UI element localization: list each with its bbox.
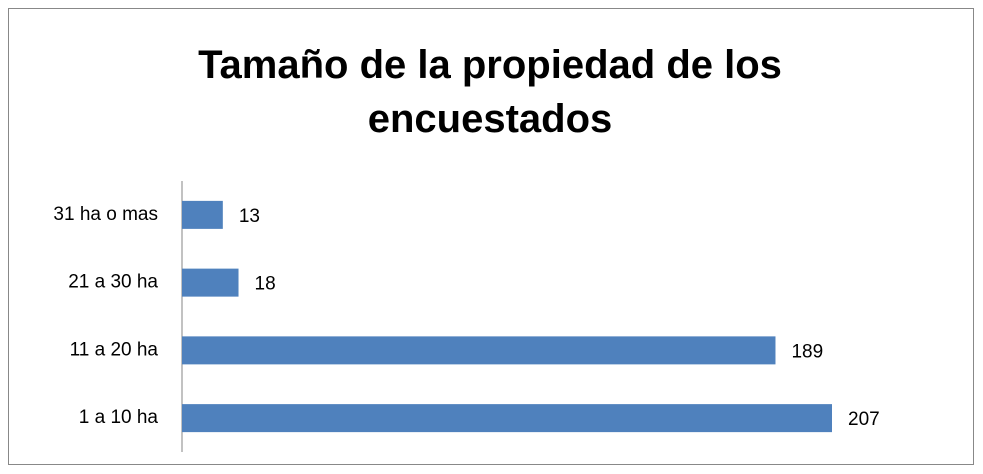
data-label: 18 xyxy=(255,274,276,295)
data-label: 13 xyxy=(239,206,260,227)
chart-frame xyxy=(8,8,974,465)
y-tick-label: 11 a 20 ha xyxy=(70,339,159,360)
data-label: 189 xyxy=(791,341,823,362)
y-tick-label: 31 ha o mas xyxy=(53,204,158,225)
bar xyxy=(182,268,239,297)
y-tick-label: 21 a 30 ha xyxy=(68,272,158,293)
bar xyxy=(182,404,832,433)
bar xyxy=(182,200,223,229)
data-label: 207 xyxy=(848,409,880,430)
chart-title: Tamaño de la propiedad de los encuestado… xyxy=(198,43,782,141)
y-tick-label: 1 a 10 ha xyxy=(79,407,159,428)
bar xyxy=(182,336,776,365)
